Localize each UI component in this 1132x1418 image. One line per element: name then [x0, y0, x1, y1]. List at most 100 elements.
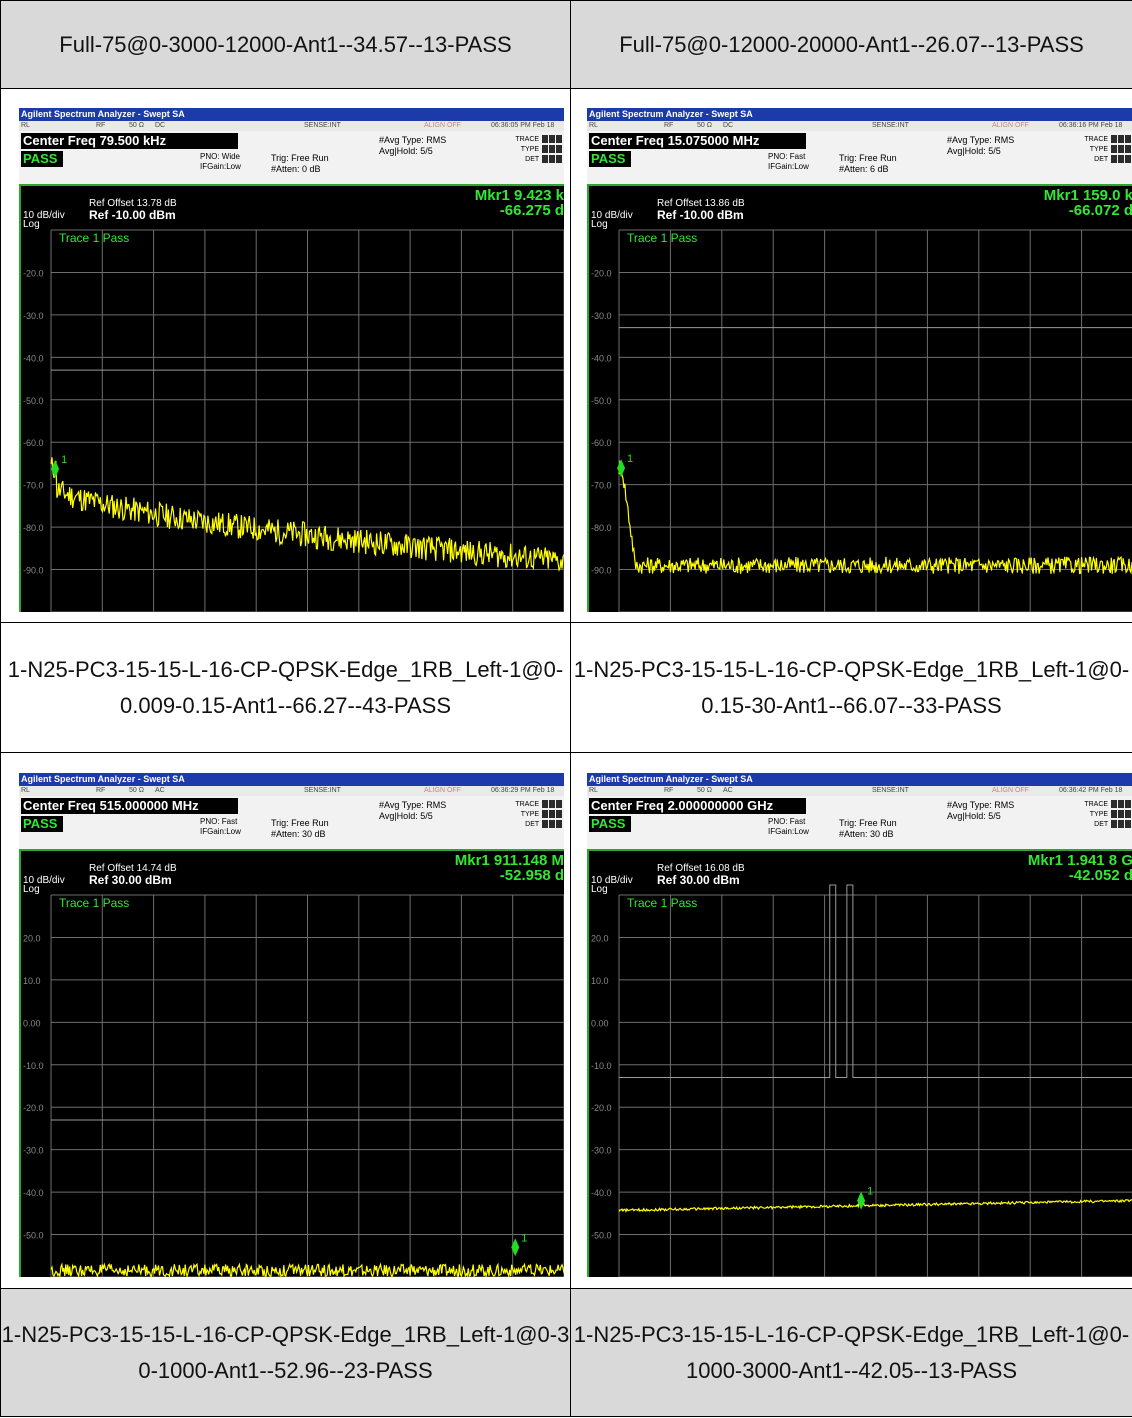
trig-label: Trig: Free Run: [839, 818, 897, 828]
y-tick-label: -50.0: [23, 1231, 44, 1241]
type-txt: TYPE: [1089, 146, 1109, 153]
coupling-label: AC: [155, 787, 165, 794]
rl-label: RL: [21, 787, 30, 794]
spectrum-plot[interactable]: 20.0 10.0 0.00 -10.0 -20.0 -30.0 -40.0 -50.0 Tra…: [589, 851, 1132, 1277]
sense-label: SENSE:INT: [872, 122, 909, 129]
caption-cell: 1-N25-PC3-15-15-L-16-CP-QPSK-Edge_1RB_Le…: [570, 1288, 1132, 1417]
impedance-label: 50 Ω: [129, 122, 144, 129]
screenshot-cell: Agilent Spectrum Analyzer - Swept SA RL …: [0, 752, 571, 1289]
trace-status: TRACE TYPE DET: [1084, 800, 1131, 830]
y-tick-label: -30.0: [591, 311, 612, 321]
center-freq[interactable]: Center Freq 15.075000 MHz: [589, 133, 806, 149]
marker-freq: Mkr1 911.148 M: [454, 852, 564, 869]
y-tick-label: -90.0: [591, 566, 612, 576]
trace-label: Trace 1 Pass: [59, 896, 129, 910]
spectrum-screenshot: Agilent Spectrum Analyzer - Swept SA RL …: [19, 108, 564, 612]
avg-setting: #Avg Type: RMS Avg|Hold: 5/5: [379, 800, 446, 822]
trig-label: Trig: Free Run: [271, 818, 329, 828]
center-freq[interactable]: Center Freq 79.500 kHz: [21, 133, 238, 149]
settings-header: Center Freq 79.500 kHz PASS PNO: Wide IFG…: [19, 131, 564, 184]
ifgain-label: IFGain:Low: [768, 162, 809, 171]
trig-setting: Trig: Free Run #Atten: 0 dB: [271, 153, 329, 175]
ref-offset: Ref Offset 14.74 dB: [89, 863, 177, 874]
screenshot-cell: Agilent Spectrum Analyzer - Swept SA RL …: [570, 88, 1132, 623]
marker-diamond: [857, 1191, 866, 1210]
y-tick-label: 0.00: [23, 1018, 41, 1028]
align-label: ALIGN OFF: [992, 122, 1029, 129]
avg-type-label: #Avg Type: RMS: [947, 135, 1015, 145]
det-txt: DET: [1094, 821, 1109, 828]
avg-type-label: #Avg Type: RMS: [947, 800, 1015, 810]
marker-number: 1: [61, 454, 67, 466]
y-tick-label: -80.0: [591, 523, 612, 533]
trace-status: TRACE TYPE DET: [1084, 135, 1131, 165]
sense-label: SENSE:INT: [304, 787, 341, 794]
trace-label: Trace 1 Pass: [627, 896, 697, 910]
pno-setting: PNO: Wide IFGain:Low: [200, 152, 241, 172]
trace-label: Trace 1 Pass: [59, 231, 129, 245]
spectrum-plot[interactable]: -20.0 -30.0 -40.0 -50.0 -60.0 -70.0 -80.0 -90.0…: [21, 186, 564, 612]
settings-header: Center Freq 15.075000 MHz PASS PNO: Fast…: [587, 131, 1132, 184]
y-tick-label: -20.0: [591, 268, 612, 278]
y-tick-label: -50.0: [23, 396, 44, 406]
plot-area: 20.0 10.0 0.00 -10.0 -20.0 -30.0 -40.0 -50.0 Tra…: [587, 849, 1132, 1277]
timestamp: 06:36:05 PM Feb 18: [491, 122, 555, 129]
plot-area: -20.0 -30.0 -40.0 -50.0 -60.0 -70.0 -80.0 -90.0…: [19, 184, 564, 612]
settings-header: Center Freq 515.000000 MHz PASS PNO: Fas…: [19, 796, 564, 849]
y-tick-label: 0.00: [591, 1018, 609, 1028]
trace-txt: TRACE: [1084, 801, 1109, 808]
y-tick-label: -50.0: [591, 396, 612, 406]
trace-status: TRACE TYPE DET: [515, 800, 562, 830]
avg-setting: #Avg Type: RMS Avg|Hold: 5/5: [379, 135, 446, 157]
center-freq[interactable]: Center Freq 2.000000000 GHz: [589, 798, 806, 814]
type-txt: TYPE: [520, 811, 540, 818]
y-tick-label: -30.0: [23, 1146, 44, 1156]
trace-label: Trace 1 Pass: [627, 231, 697, 245]
pno-label: PNO: Fast: [768, 152, 806, 161]
ref-level: Ref -10.00 dBm: [657, 208, 744, 222]
y-tick-label: -10.0: [591, 1061, 612, 1071]
spectrum-plot[interactable]: -20.0 -30.0 -40.0 -50.0 -60.0 -70.0 -80.0 -90.0…: [589, 186, 1132, 612]
trig-label: Trig: Free Run: [271, 153, 329, 163]
scale-log: Log: [591, 219, 608, 230]
type-txt: TYPE: [520, 146, 540, 153]
avg-hold-label: Avg|Hold: 5/5: [379, 146, 433, 156]
status-bar: RL RF 50 Ω AC SENSE:INT ALIGN OFF 06:36:…: [19, 786, 564, 796]
plot-area: -20.0 -30.0 -40.0 -50.0 -60.0 -70.0 -80.0 -90.0…: [587, 184, 1132, 612]
center-freq[interactable]: Center Freq 515.000000 MHz: [21, 798, 238, 814]
screenshot-cell: Agilent Spectrum Analyzer - Swept SA RL …: [570, 752, 1132, 1289]
y-tick-label: 10.0: [23, 976, 41, 986]
rf-label: RF: [96, 122, 106, 129]
scale-log: Log: [591, 884, 608, 895]
scale-div: 10 dB/div: [591, 875, 633, 886]
spectrum-screenshot: Agilent Spectrum Analyzer - Swept SA RL …: [587, 108, 1132, 612]
avg-type-label: #Avg Type: RMS: [379, 800, 447, 810]
rf-label: RF: [96, 787, 106, 794]
caption-cell: 1-N25-PC3-15-15-L-16-CP-QPSK-Edge_1RB_Le…: [0, 1288, 571, 1417]
trace-line: [50, 457, 564, 572]
impedance-label: 50 Ω: [697, 122, 712, 129]
marker-number: 1: [627, 453, 633, 465]
impedance-label: 50 Ω: [697, 787, 712, 794]
marker-number: 1: [867, 1186, 873, 1198]
trace-txt: TRACE: [515, 136, 540, 143]
trig-setting: Trig: Free Run #Atten: 30 dB: [839, 818, 897, 840]
atten-label: #Atten: 6 dB: [839, 164, 889, 174]
marker-freq: Mkr1 9.423 k: [474, 187, 564, 204]
align-label: ALIGN OFF: [424, 122, 461, 129]
y-tick-label: 10.0: [591, 976, 609, 986]
sense-label: SENSE:INT: [872, 787, 909, 794]
avg-setting: #Avg Type: RMS Avg|Hold: 5/5: [947, 800, 1014, 822]
avg-type-label: #Avg Type: RMS: [379, 135, 447, 145]
status-bar: RL RF 50 Ω DC SENSE:INT ALIGN OFF 06:36:…: [19, 121, 564, 131]
settings-header: Center Freq 2.000000000 GHz PASS PNO: Fa…: [587, 796, 1132, 849]
coupling-label: DC: [723, 122, 734, 129]
marker-diamond: [617, 459, 626, 478]
marker-diamond: [511, 1238, 520, 1257]
y-tick-label: -40.0: [591, 1188, 612, 1198]
ref-level: Ref 30.00 dBm: [89, 873, 172, 887]
avg-hold-label: Avg|Hold: 5/5: [379, 811, 433, 821]
spectrum-plot[interactable]: 20.0 10.0 0.00 -10.0 -20.0 -30.0 -40.0 -50.0 Tra…: [21, 851, 564, 1277]
scale-log: Log: [23, 884, 40, 895]
y-tick-label: 20.0: [23, 933, 41, 943]
